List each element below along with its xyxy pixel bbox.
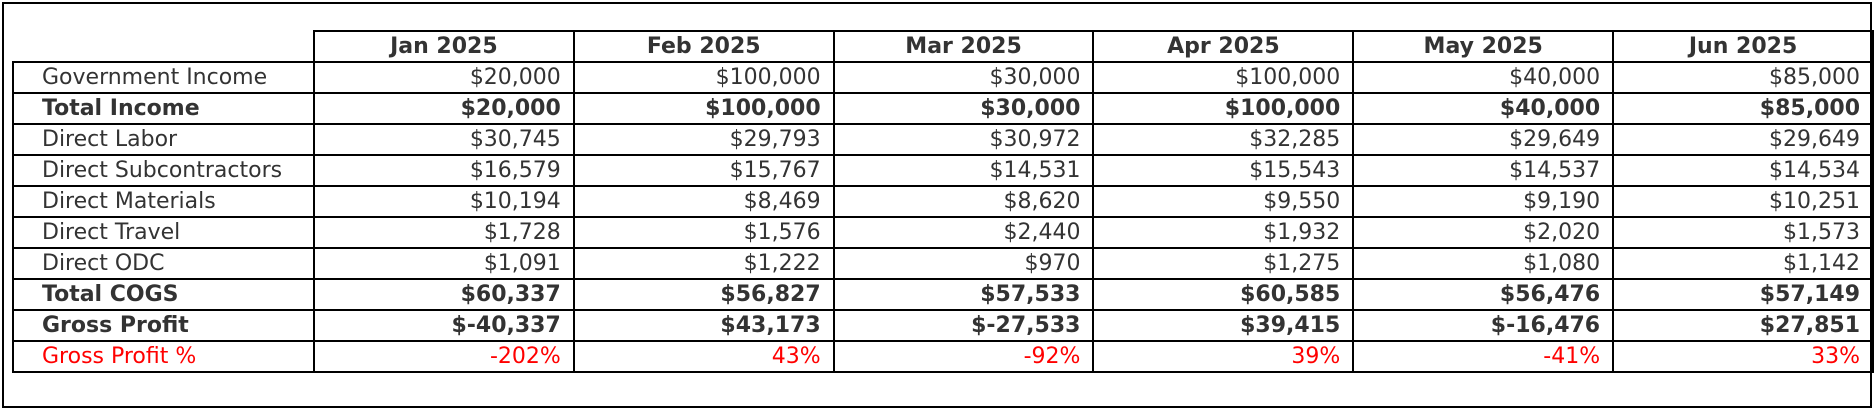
value-cell: $56,827 [572,278,835,311]
table-head: Jan 2025 Feb 2025 Mar 2025 Apr 2025 May 2025… [13,30,1874,63]
value-cell: $1,576 [572,216,835,249]
value-cell: 33% [1612,340,1874,373]
column-header: Mar 2025 [832,30,1095,63]
column-header: Apr 2025 [1092,30,1355,63]
header-row: Jan 2025 Feb 2025 Mar 2025 Apr 2025 May 2025… [13,30,1874,63]
value-cell: $60,585 [1092,278,1355,311]
value-cell: $60,337 [312,278,575,311]
table-row: Direct Travel $1,728 $1,576 $2,440 $1,932 $2,… [12,216,1874,249]
value-cell: -202% [312,340,575,373]
table-row: Total COGS $60,337 $56,827 $57,533 $60,585 $5… [12,278,1874,311]
value-cell: $100,000 [572,61,835,94]
value-cell: $2,440 [832,216,1095,249]
column-header: Jun 2025 [1612,30,1874,63]
value-cell: $20,000 [312,92,575,125]
value-cell: $-40,337 [312,309,575,342]
value-cell: $30,972 [832,123,1095,156]
row-label: Direct Materials [12,185,315,218]
value-cell: $-27,533 [832,309,1095,342]
table-row: Gross Profit % -202% 43% -92% 39% -41% 33% [12,340,1874,373]
value-cell: $10,251 [1612,185,1874,218]
value-cell: $-16,476 [1352,309,1615,342]
row-label: Gross Profit [12,309,315,342]
table-row: Direct Materials $10,194 $8,469 $8,620 $9,55… [12,185,1874,218]
row-label: Direct Subcontractors [12,154,315,187]
value-cell: $30,745 [312,123,575,156]
row-label: Gross Profit % [12,340,315,373]
table-body: Government Income $20,000 $100,000 $30,000 $… [12,61,1874,373]
table-row: Direct ODC $1,091 $1,222 $970 $1,275 $1,080 $1… [12,247,1874,280]
value-cell: $2,020 [1352,216,1615,249]
value-cell: $30,000 [832,61,1095,94]
value-cell: $29,649 [1612,123,1874,156]
value-cell: $14,534 [1612,154,1874,187]
value-cell: 39% [1092,340,1355,373]
value-cell: $57,149 [1612,278,1874,311]
value-cell: $16,579 [312,154,575,187]
value-cell: $57,533 [832,278,1095,311]
value-cell: $39,415 [1092,309,1355,342]
table-row: Gross Profit $-40,337 $43,173 $-27,533 $39,4… [12,309,1874,342]
table-row: Total Income $20,000 $100,000 $30,000 $100,0… [12,92,1874,125]
table-row: Direct Subcontractors $16,579 $15,767 $14,5… [12,154,1874,187]
value-cell: -92% [832,340,1095,373]
pnl-table: Jan 2025 Feb 2025 Mar 2025 Apr 2025 May 2025… [12,30,1874,373]
value-cell: $56,476 [1352,278,1615,311]
row-label: Direct Travel [12,216,315,249]
value-cell: $100,000 [1092,92,1355,125]
value-cell: $15,767 [572,154,835,187]
value-cell: $9,550 [1092,185,1355,218]
value-cell: $85,000 [1612,92,1874,125]
value-cell: $8,469 [572,185,835,218]
value-cell: $1,573 [1612,216,1874,249]
value-cell: $15,543 [1092,154,1355,187]
value-cell: $10,194 [312,185,575,218]
corner-cell [13,31,315,63]
value-cell: 43% [572,340,835,373]
value-cell: $27,851 [1612,309,1874,342]
value-cell: $100,000 [1092,61,1355,94]
value-cell: $32,285 [1092,123,1355,156]
table-row: Government Income $20,000 $100,000 $30,000 $… [12,61,1874,94]
value-cell: $20,000 [312,61,575,94]
value-cell: $40,000 [1352,61,1615,94]
row-label: Total Income [12,92,315,125]
value-cell: -41% [1352,340,1615,373]
value-cell: $1,728 [312,216,575,249]
value-cell: $1,091 [312,247,575,280]
value-cell: $43,173 [572,309,835,342]
row-label: Direct ODC [12,247,315,280]
value-cell: $1,222 [572,247,835,280]
value-cell: $1,932 [1092,216,1355,249]
value-cell: $1,275 [1092,247,1355,280]
value-cell: $9,190 [1352,185,1615,218]
column-header: Feb 2025 [572,30,835,63]
value-cell: $29,793 [572,123,835,156]
row-label: Total COGS [12,278,315,311]
value-cell: $8,620 [832,185,1095,218]
value-cell: $14,531 [832,154,1095,187]
value-cell: $30,000 [832,92,1095,125]
value-cell: $1,080 [1352,247,1615,280]
value-cell: $100,000 [572,92,835,125]
value-cell: $29,649 [1352,123,1615,156]
value-cell: $1,142 [1612,247,1874,280]
value-cell: $40,000 [1352,92,1615,125]
value-cell: $14,537 [1352,154,1615,187]
row-label: Direct Labor [12,123,315,156]
value-cell: $970 [832,247,1095,280]
table-row: Direct Labor $30,745 $29,793 $30,972 $32,285… [12,123,1874,156]
column-header: May 2025 [1352,30,1615,63]
value-cell: $85,000 [1612,61,1874,94]
column-header: Jan 2025 [312,30,575,63]
row-label: Government Income [12,61,315,94]
